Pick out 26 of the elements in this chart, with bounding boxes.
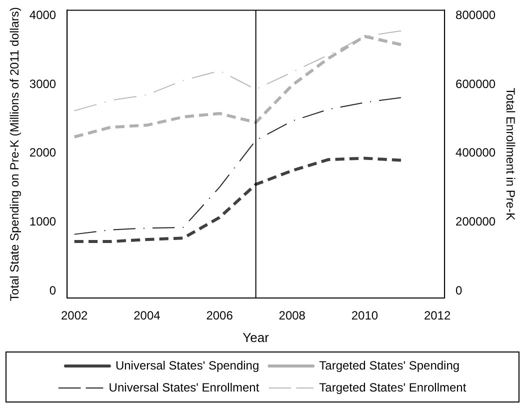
- x-tick-label: 2004: [134, 308, 161, 323]
- line-series: [74, 97, 402, 235]
- x-tick-label: 2010: [351, 308, 378, 323]
- y2-tick-label: 400000: [456, 146, 496, 160]
- x-tick-label: 2008: [278, 308, 306, 323]
- y-tick-label: 2000: [29, 146, 56, 160]
- legend-label: Universal States' Spending: [115, 358, 260, 372]
- x-tick-label: 2006: [206, 308, 234, 323]
- line-series: [72, 156, 403, 244]
- legend-label: Targeted States' Enrollment: [319, 380, 467, 394]
- y2-tick-label: 600000: [456, 76, 496, 91]
- y-axis-title: Total State Spending on Pre-K (Millions of 2011 dollars): [8, 7, 22, 302]
- legend-label: Universal States' Enrollment: [108, 380, 260, 394]
- y2-tick-label: 0: [456, 283, 463, 298]
- x-axis-title: Year: [242, 330, 270, 345]
- y-tick-label: 1000: [29, 214, 56, 229]
- y-tick-label: 4000: [29, 8, 56, 22]
- y2-tick-label: 800000: [456, 8, 496, 22]
- x-tick-label: 2002: [61, 308, 88, 323]
- y2-tick-label: 200000: [456, 214, 496, 229]
- y-tick-label: 0: [49, 283, 56, 298]
- y-tick-label: 3000: [29, 76, 56, 91]
- line-series: [72, 34, 403, 138]
- x-tick-label: 2012: [424, 308, 451, 323]
- legend-label: Targeted States' Spending: [319, 358, 460, 372]
- y2-axis-title: Total Enrollment in Pre-K: [503, 88, 518, 220]
